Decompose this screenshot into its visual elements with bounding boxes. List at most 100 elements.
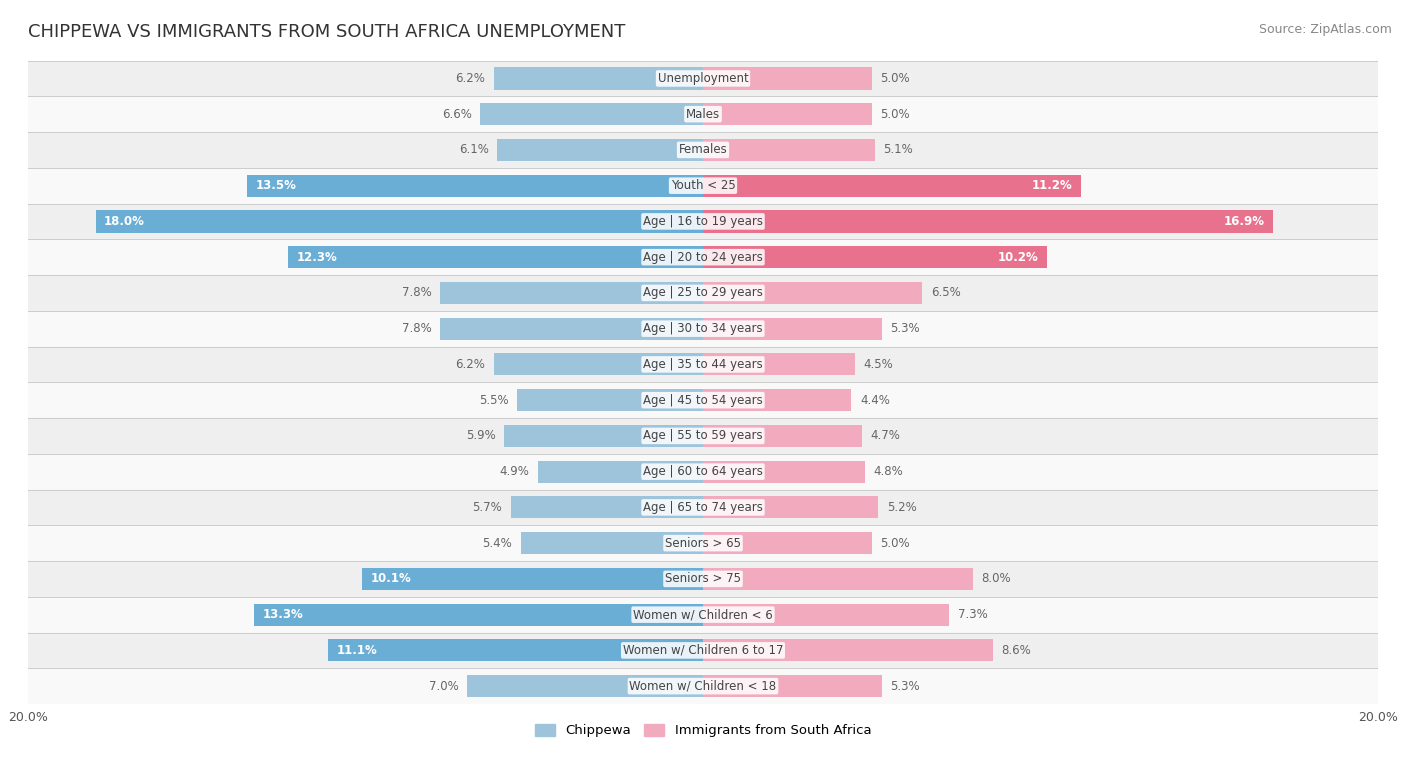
Text: 7.3%: 7.3% [957,608,987,621]
Bar [703,67,872,89]
Bar [96,210,703,232]
Bar [11,525,1395,561]
Text: 5.9%: 5.9% [465,429,495,442]
Bar [11,347,1395,382]
Text: Source: ZipAtlas.com: Source: ZipAtlas.com [1258,23,1392,36]
Bar [11,490,1395,525]
Bar [503,425,703,447]
Bar [703,460,865,483]
Text: 5.4%: 5.4% [482,537,512,550]
Text: 5.5%: 5.5% [479,394,509,407]
Bar [11,61,1395,96]
Text: 6.6%: 6.6% [441,107,472,120]
Bar [11,132,1395,168]
Text: 5.7%: 5.7% [472,501,502,514]
Bar [481,103,703,125]
Text: 6.2%: 6.2% [456,72,485,85]
Bar [11,311,1395,347]
Bar [11,418,1395,453]
Bar [288,246,703,268]
Text: CHIPPEWA VS IMMIGRANTS FROM SOUTH AFRICA UNEMPLOYMENT: CHIPPEWA VS IMMIGRANTS FROM SOUTH AFRICA… [28,23,626,41]
Bar [520,532,703,554]
Bar [11,453,1395,490]
Bar [498,139,703,161]
Text: 5.0%: 5.0% [880,72,910,85]
Text: 7.0%: 7.0% [429,680,458,693]
Bar [537,460,703,483]
Bar [703,425,862,447]
Bar [703,103,872,125]
Text: Seniors > 65: Seniors > 65 [665,537,741,550]
Bar [11,633,1395,668]
Bar [703,318,882,340]
Text: 8.0%: 8.0% [981,572,1011,585]
Text: Women w/ Children < 6: Women w/ Children < 6 [633,608,773,621]
Text: 5.1%: 5.1% [883,143,914,157]
Bar [703,246,1047,268]
Text: Age | 65 to 74 years: Age | 65 to 74 years [643,501,763,514]
Text: 4.4%: 4.4% [860,394,890,407]
Text: 7.8%: 7.8% [402,286,432,300]
Text: 4.5%: 4.5% [863,358,893,371]
Text: 6.5%: 6.5% [931,286,960,300]
Bar [11,96,1395,132]
Bar [11,668,1395,704]
Bar [703,640,993,662]
Bar [247,175,703,197]
Bar [11,597,1395,633]
Bar [440,282,703,304]
Text: 13.3%: 13.3% [263,608,304,621]
Text: 4.8%: 4.8% [873,465,903,478]
Text: 5.0%: 5.0% [880,537,910,550]
Text: 5.2%: 5.2% [887,501,917,514]
Text: 6.2%: 6.2% [456,358,485,371]
Text: Women w/ Children < 18: Women w/ Children < 18 [630,680,776,693]
Bar [440,318,703,340]
Bar [703,568,973,590]
Bar [510,497,703,519]
Text: 13.5%: 13.5% [256,179,297,192]
Bar [329,640,703,662]
Bar [11,168,1395,204]
Text: 4.9%: 4.9% [499,465,529,478]
Bar [703,210,1274,232]
Text: 10.1%: 10.1% [371,572,412,585]
Text: Males: Males [686,107,720,120]
Text: Age | 35 to 44 years: Age | 35 to 44 years [643,358,763,371]
Text: 12.3%: 12.3% [297,251,337,263]
Text: 10.2%: 10.2% [998,251,1039,263]
Text: 6.1%: 6.1% [458,143,489,157]
Text: Unemployment: Unemployment [658,72,748,85]
Bar [494,67,703,89]
Text: Age | 20 to 24 years: Age | 20 to 24 years [643,251,763,263]
Bar [703,389,852,411]
Text: 11.2%: 11.2% [1032,179,1073,192]
Bar [703,139,875,161]
Text: Females: Females [679,143,727,157]
Bar [703,675,882,697]
Bar [703,497,879,519]
Text: 11.1%: 11.1% [337,644,378,657]
Bar [703,354,855,375]
Text: 8.6%: 8.6% [1001,644,1032,657]
Bar [11,239,1395,275]
Text: Seniors > 75: Seniors > 75 [665,572,741,585]
Text: 7.8%: 7.8% [402,322,432,335]
Bar [11,204,1395,239]
Text: 5.0%: 5.0% [880,107,910,120]
Text: Age | 30 to 34 years: Age | 30 to 34 years [643,322,763,335]
Text: 5.3%: 5.3% [890,680,920,693]
Bar [517,389,703,411]
Bar [254,603,703,626]
Text: 4.7%: 4.7% [870,429,900,442]
Bar [467,675,703,697]
Bar [494,354,703,375]
Bar [11,382,1395,418]
Text: Age | 16 to 19 years: Age | 16 to 19 years [643,215,763,228]
Bar [703,175,1081,197]
Text: Youth < 25: Youth < 25 [671,179,735,192]
Text: 18.0%: 18.0% [104,215,145,228]
Text: Age | 45 to 54 years: Age | 45 to 54 years [643,394,763,407]
Text: Age | 25 to 29 years: Age | 25 to 29 years [643,286,763,300]
Bar [11,561,1395,597]
